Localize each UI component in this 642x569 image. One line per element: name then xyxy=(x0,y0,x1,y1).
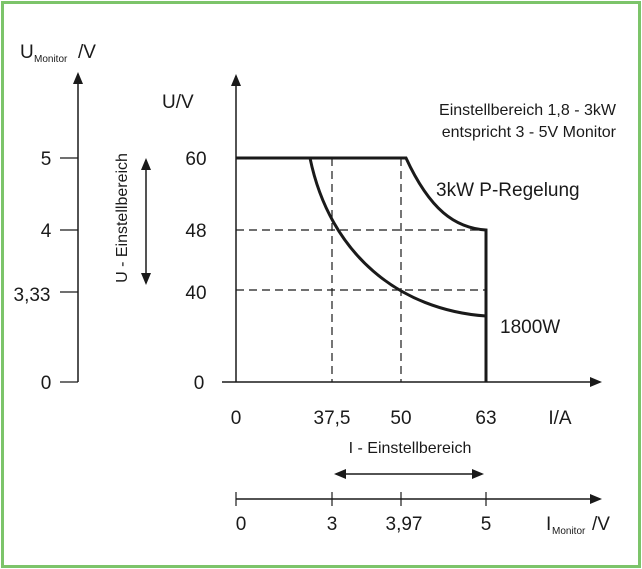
y-tick-0: 0 xyxy=(194,373,205,394)
i-range-label: I - Einstellbereich xyxy=(349,440,472,457)
y-tick-40: 40 xyxy=(185,283,206,304)
y-tick-48: 48 xyxy=(185,221,206,242)
x-tick-63: 63 xyxy=(475,408,496,429)
curve-label-3kw: 3kW P-Regelung xyxy=(436,180,580,201)
bottom-axis-label-sub: Monitor xyxy=(552,526,586,537)
bottom-tick-label-5: 5 xyxy=(481,514,492,535)
curve-3kw xyxy=(236,156,488,382)
note-line-1: Einstellbereich 1,8 - 3kW xyxy=(439,102,617,119)
u-range-label: U - Einstellbereich xyxy=(114,153,131,283)
curve-1800w xyxy=(308,157,487,318)
bottom-tick-label-3: 3 xyxy=(327,514,338,535)
left-tick-label-5: 5 xyxy=(41,149,52,170)
main-y-axis-label: U/V xyxy=(162,92,194,113)
left-axis-label-unit: /V xyxy=(78,42,96,63)
left-tick-label-333: 3,33 xyxy=(14,285,51,306)
bottom-tick-label-0: 0 xyxy=(236,514,247,535)
note-line-2: entspricht 3 - 5V Monitor xyxy=(442,124,617,141)
bottom-axis-label-unit: /V xyxy=(592,514,610,535)
left-tick-label-4: 4 xyxy=(41,221,52,242)
curve-label-1800w: 1800W xyxy=(500,317,560,338)
y-tick-60: 60 xyxy=(185,149,206,170)
left-axis-label-main: U xyxy=(20,42,34,63)
left-axis-label-sub: Monitor xyxy=(34,54,68,65)
bottom-tick-label-397: 3,97 xyxy=(386,514,423,535)
x-tick-0: 0 xyxy=(231,408,242,429)
x-tick-375: 37,5 xyxy=(314,408,351,429)
main-x-axis-label: I/A xyxy=(548,408,572,429)
left-tick-label-0: 0 xyxy=(41,373,52,394)
bottom-axis-label-main: I xyxy=(546,514,551,535)
x-tick-50: 50 xyxy=(390,408,411,429)
